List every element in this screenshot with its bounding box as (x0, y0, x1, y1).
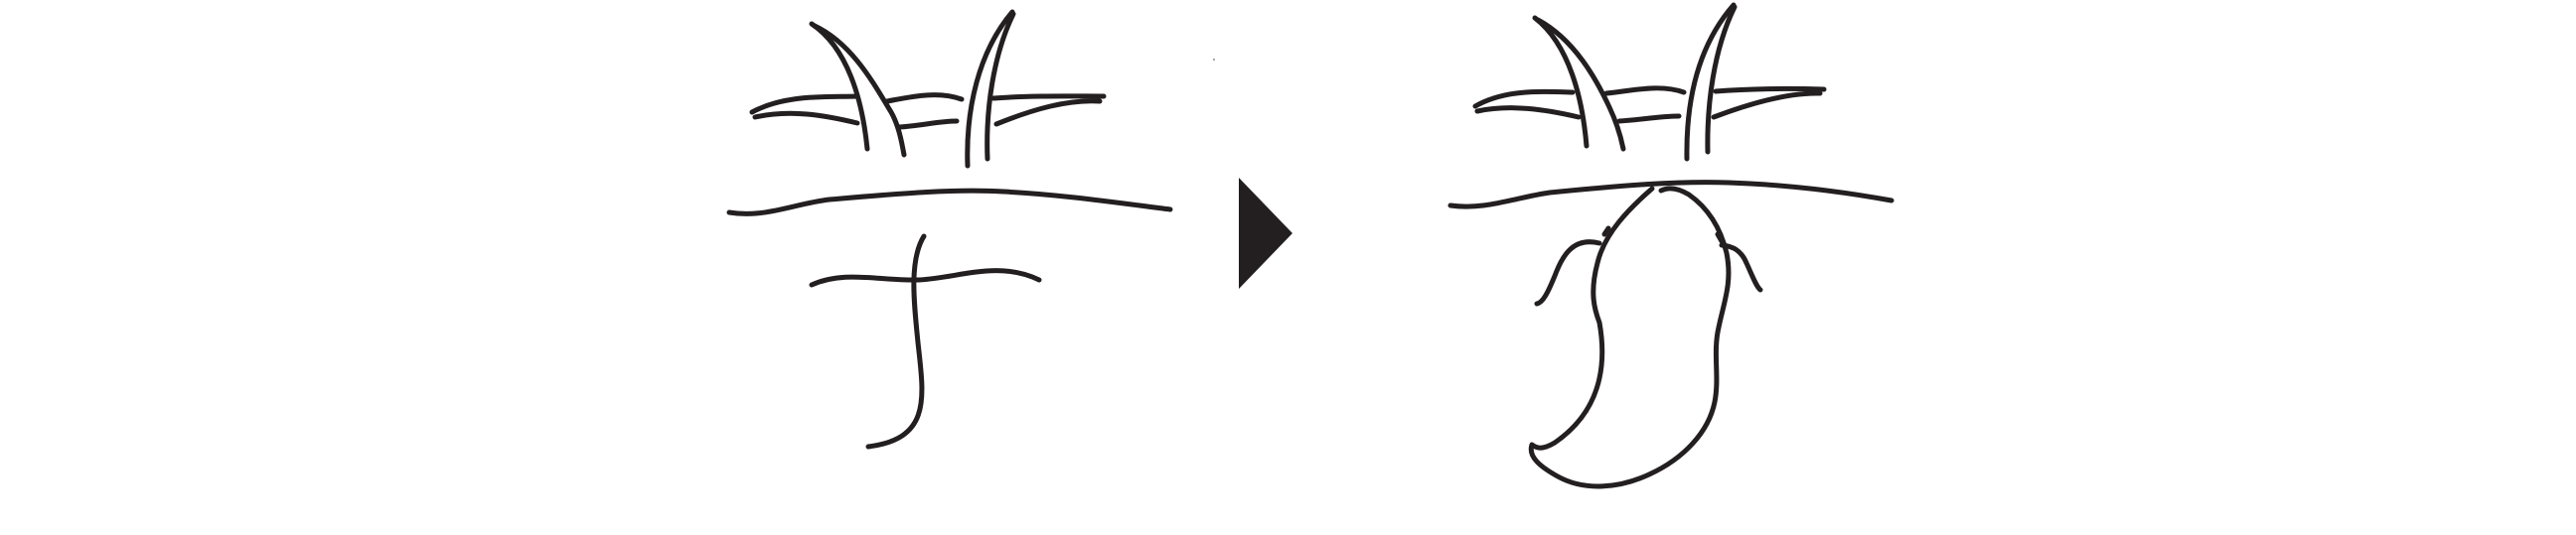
right-stroke-curve-4 (1705, 4, 1738, 155)
right-figure-right-shoulder-tick (1715, 231, 1725, 244)
left-stroke-horizontal-1 (749, 93, 859, 115)
right-stroke-long-horizontal (1447, 180, 1894, 209)
right-stroke-horizontal-4 (1616, 113, 1682, 124)
right-stroke-horizontal-1 (1472, 88, 1576, 109)
right-stroke-curve-2 (1535, 17, 1626, 152)
right-stroke-horizontal-3 (1603, 85, 1687, 96)
transition-arrow (1213, 59, 1292, 289)
right-stroke-horizontal-5 (1713, 85, 1827, 94)
left-stroke-curve-3 (965, 9, 1015, 169)
left-stroke-horizontal-6 (993, 98, 1103, 127)
left-stroke-curve-4 (985, 11, 1016, 162)
right-stroke-curve-3 (1684, 2, 1737, 162)
right-figure-left-shoulder-tick (1601, 225, 1611, 237)
left-stroke-curve-2 (812, 23, 907, 158)
right-stroke-curve-1 (1532, 15, 1590, 149)
left-stroke-long-horizontal (726, 188, 1173, 216)
small-dot-mark (1213, 59, 1215, 61)
left-stroke-horizontal-5 (990, 93, 1107, 101)
left-stroke-bottom-vertical (865, 233, 927, 450)
right-figure-left-arm (1534, 239, 1602, 307)
right-triangle-arrow-icon (1239, 178, 1292, 289)
left-stroke-horizontal-2 (752, 110, 860, 126)
right-stroke-horizontal-6 (1711, 90, 1823, 120)
right-figure-body (1528, 186, 1732, 489)
left-stroke-bottom-horizontal (809, 268, 1042, 288)
right-stroke-horizontal-2 (1474, 105, 1582, 120)
left-stroke-horizontal-4 (896, 118, 960, 130)
left-character-sketch (726, 9, 1173, 450)
right-character-sketch (1447, 2, 1894, 489)
right-figure-right-arm (1719, 242, 1763, 293)
left-stroke-horizontal-3 (884, 92, 965, 104)
